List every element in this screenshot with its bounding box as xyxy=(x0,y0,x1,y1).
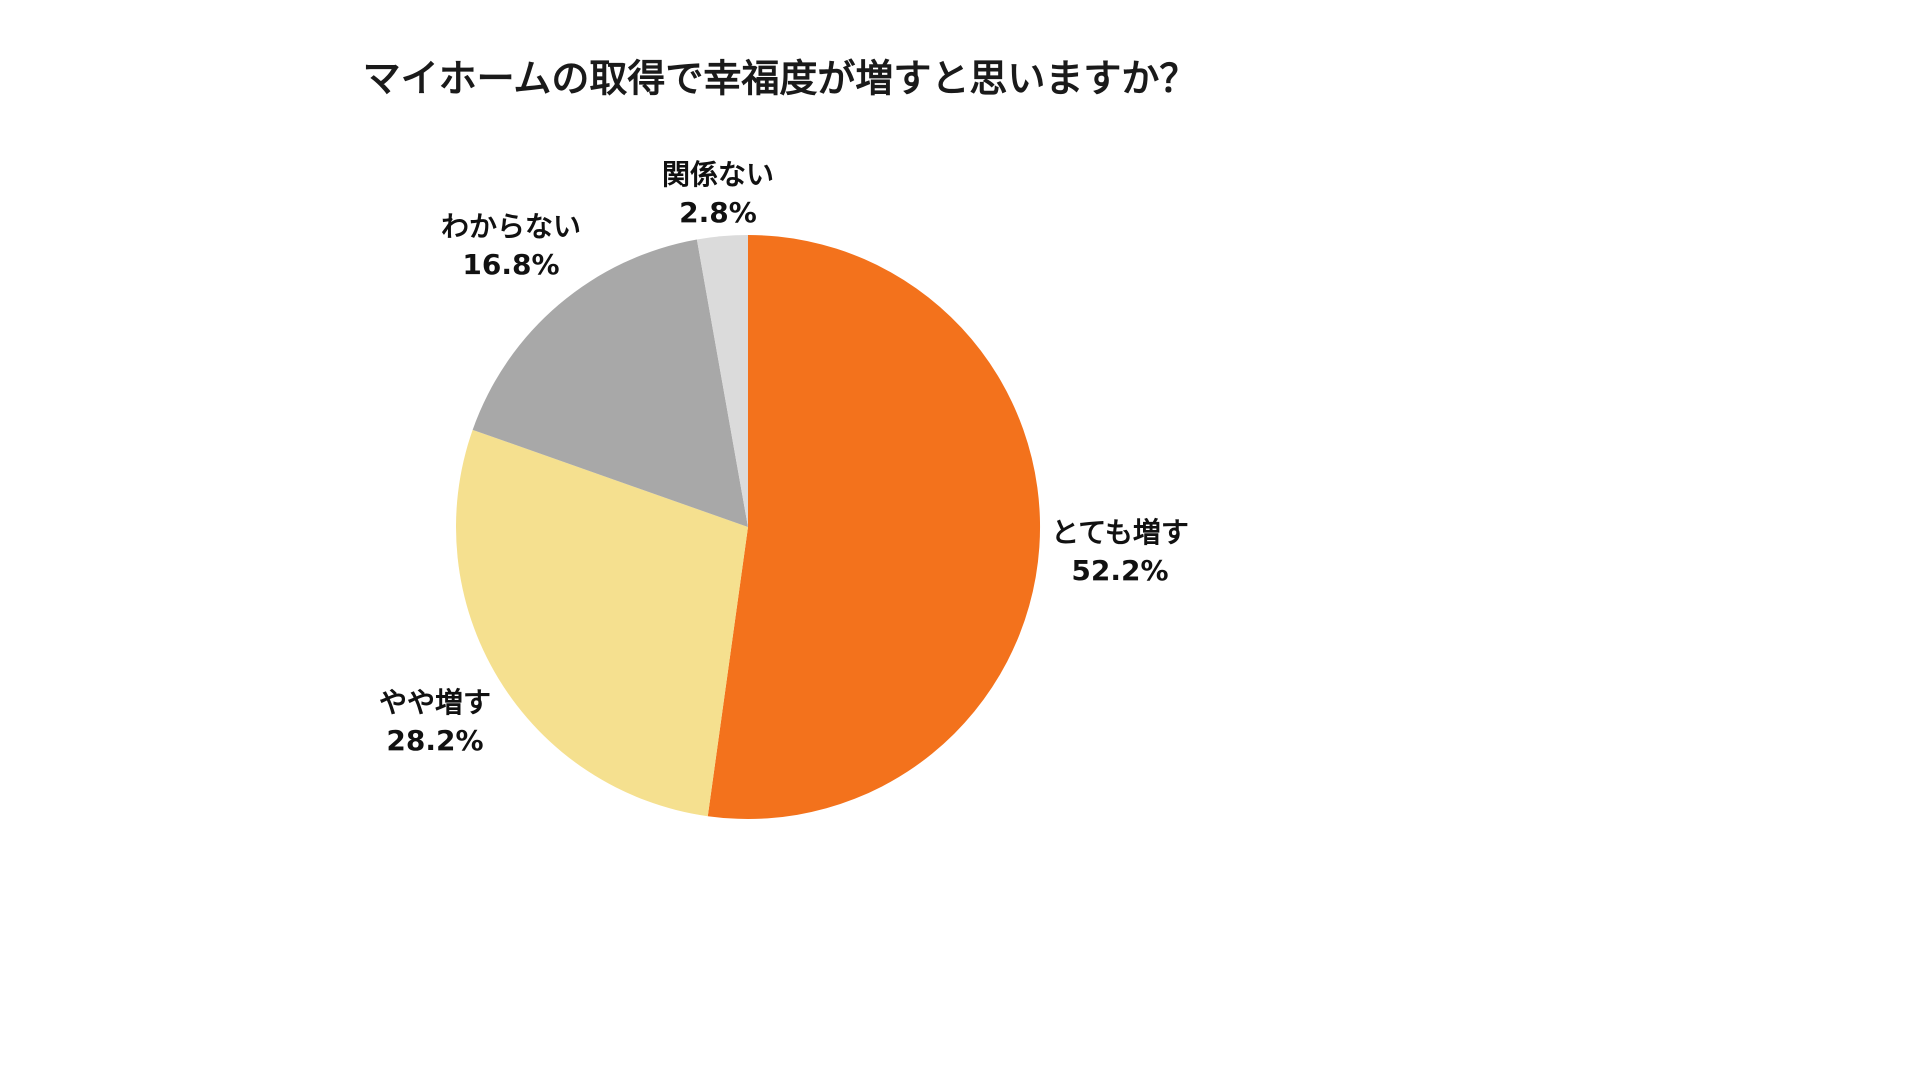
pie-slice-1 xyxy=(456,429,748,817)
slice-label-wakaranai: わからない 16.8% xyxy=(441,208,581,284)
slice-label-name: やや増す xyxy=(378,686,492,720)
slice-label-value: 52.2% xyxy=(1071,554,1169,587)
pie-slice-3 xyxy=(696,235,748,527)
pie-slice-2 xyxy=(472,239,748,527)
slice-label-yaya-masu: やや増す 28.2% xyxy=(379,684,491,760)
slice-label-name: わからない xyxy=(440,210,582,244)
slice-label-kankei-nai: 関係ない 2.8% xyxy=(662,156,774,232)
slice-label-name: とても増す xyxy=(1051,516,1189,550)
slice-label-totemo-masu: とても増す 52.2% xyxy=(1051,514,1189,590)
slice-label-value: 2.8% xyxy=(679,196,757,229)
slice-label-value: 28.2% xyxy=(386,724,484,757)
slice-label-name: 関係ない xyxy=(661,158,775,192)
slice-label-value: 16.8% xyxy=(462,248,560,281)
pie-slice-0 xyxy=(707,235,1041,820)
chart-title: マイホームの取得で幸福度が増すと思いますか？ xyxy=(362,56,1198,101)
